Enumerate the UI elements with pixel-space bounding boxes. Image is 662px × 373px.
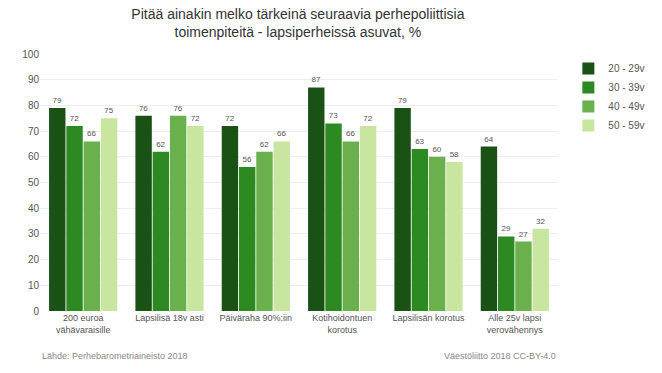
svg-text:60: 60: [432, 145, 441, 154]
svg-text:58: 58: [450, 150, 459, 159]
svg-text:66: 66: [87, 129, 96, 138]
svg-text:63: 63: [415, 137, 424, 146]
svg-text:50: 50: [28, 177, 40, 188]
svg-text:73: 73: [329, 111, 338, 120]
svg-text:50 - 59v: 50 - 59v: [608, 120, 644, 131]
svg-text:72: 72: [191, 114, 200, 123]
svg-text:64: 64: [484, 135, 493, 144]
svg-text:70: 70: [28, 126, 40, 137]
svg-text:40 - 49v: 40 - 49v: [608, 101, 644, 112]
svg-text:76: 76: [173, 104, 182, 113]
svg-text:66: 66: [277, 129, 286, 138]
svg-text:60: 60: [28, 151, 40, 162]
svg-text:30: 30: [28, 228, 40, 239]
svg-text:79: 79: [53, 96, 62, 105]
svg-text:Kotihoidontuenkorotus: Kotihoidontuenkorotus: [312, 313, 372, 335]
svg-text:20: 20: [28, 254, 40, 265]
svg-text:40: 40: [28, 203, 40, 214]
svg-text:Väestöliitto 2018 CC-BY-4.0: Väestöliitto 2018 CC-BY-4.0: [444, 351, 556, 361]
svg-text:30 - 39v: 30 - 39v: [608, 82, 644, 93]
svg-text:72: 72: [225, 114, 234, 123]
svg-text:0: 0: [33, 306, 39, 317]
svg-text:66: 66: [346, 129, 355, 138]
svg-text:90: 90: [28, 74, 40, 85]
svg-text:79: 79: [398, 96, 407, 105]
svg-text:100: 100: [22, 49, 39, 60]
svg-text:29: 29: [501, 224, 510, 233]
svg-text:72: 72: [363, 114, 372, 123]
svg-text:20 - 29v: 20 - 29v: [608, 63, 644, 74]
svg-text:Alle 25v lapsiverovähennys: Alle 25v lapsiverovähennys: [487, 313, 544, 335]
svg-text:Lapsilisä 18v asti: Lapsilisä 18v asti: [135, 313, 204, 323]
svg-text:56: 56: [242, 155, 251, 164]
svg-text:10: 10: [28, 280, 40, 291]
svg-text:62: 62: [156, 140, 165, 149]
svg-text:62: 62: [260, 140, 269, 149]
svg-text:76: 76: [139, 104, 148, 113]
svg-text:Lähde: Perhebarometriaineisto: Lähde: Perhebarometriaineisto 2018: [42, 351, 188, 361]
svg-text:87: 87: [312, 75, 321, 84]
svg-text:75: 75: [104, 106, 113, 115]
svg-text:Päiväraha 90%:iin: Päiväraha 90%:iin: [220, 313, 293, 323]
svg-text:72: 72: [70, 114, 79, 123]
svg-text:80: 80: [28, 100, 40, 111]
svg-text:27: 27: [519, 230, 528, 239]
svg-text:Lapsilisän korotus: Lapsilisän korotus: [392, 313, 465, 323]
svg-text:Pitää ainakin melko tärkeinä s: Pitää ainakin melko tärkeinä seuraavia p…: [131, 6, 464, 40]
svg-text:32: 32: [536, 217, 545, 226]
svg-text:200 euroavähävaraisille: 200 euroavähävaraisille: [56, 313, 111, 335]
